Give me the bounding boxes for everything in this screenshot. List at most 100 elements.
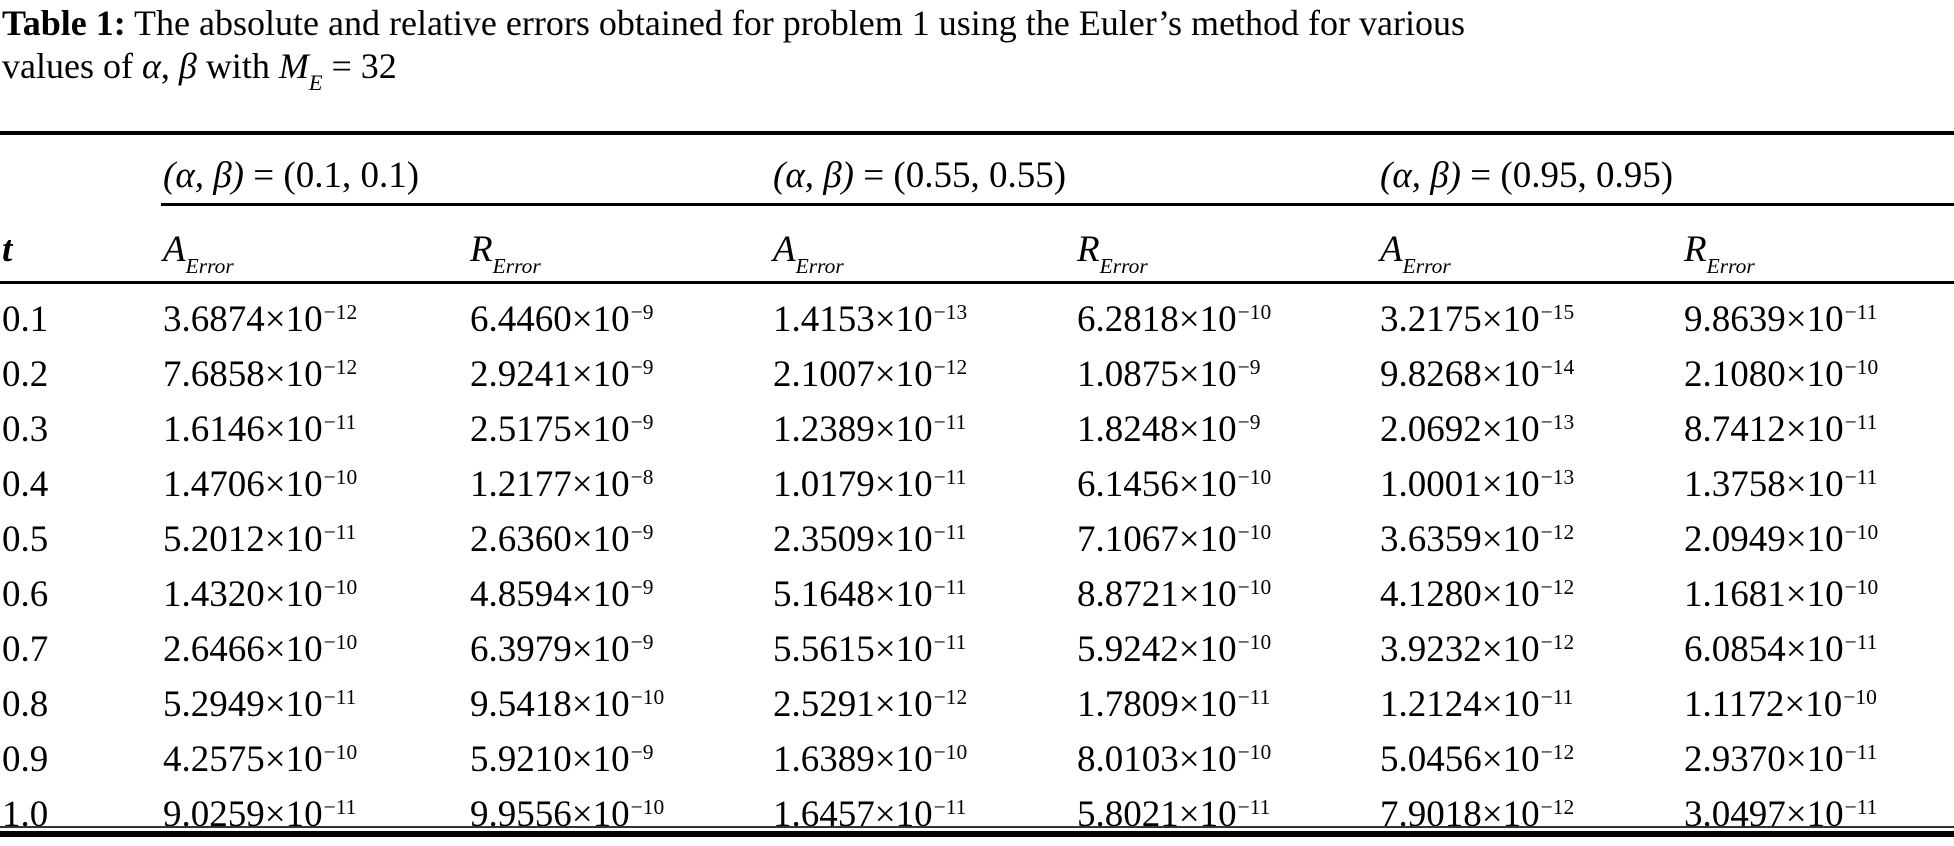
error-value-cell: 5.2949×10−11 <box>163 684 357 725</box>
error-value-cell: 1.6457×10−11 <box>773 794 967 835</box>
group-header-alpha-beta-055: (α, β) = (0.55, 0.55) <box>771 133 1378 206</box>
col-header-abs-error-2: AError <box>771 204 1075 284</box>
group-math-symbols: (α, β) <box>1380 155 1461 196</box>
error-value-cell: 6.0854×10−11 <box>1684 629 1878 670</box>
error-value-cell: 2.0692×10−13 <box>1380 409 1575 450</box>
error-value-cell: 1.2124×10−11 <box>1380 684 1574 725</box>
group-header-alpha-beta-095: (α, β) = (0.95, 0.95) <box>1378 133 1954 206</box>
table-bottom-rule <box>0 826 1954 837</box>
caption-segment: , <box>160 46 179 86</box>
group-equals: = <box>1461 155 1501 196</box>
group-equals: = <box>854 155 894 196</box>
group-math-symbols: (α, β) <box>163 155 244 196</box>
error-value-cell: 9.5418×10−10 <box>470 684 665 725</box>
error-value-cell: 1.8248×10−9 <box>1077 409 1261 450</box>
caption-segment: α <box>141 46 161 86</box>
caption-segment: E <box>308 69 323 95</box>
error-value-cell: 9.0259×10−11 <box>163 794 357 835</box>
header-subscript: Error <box>185 254 234 279</box>
header-subscript: Error <box>795 254 844 279</box>
error-value-cell: 5.8021×10−11 <box>1077 794 1271 835</box>
error-value-cell: 8.0103×10−10 <box>1077 739 1272 780</box>
group-header-spacer <box>0 133 161 205</box>
caption-segment: values of <box>2 46 142 86</box>
error-value-cell: 8.7412×10−11 <box>1684 409 1878 450</box>
col-header-rel-error-2: RError <box>1075 204 1378 284</box>
error-value-cell: 3.0497×10−11 <box>1684 794 1878 835</box>
group-equals: = <box>244 155 284 196</box>
group-value: (0.1, 0.1) <box>283 155 420 196</box>
group-value: (0.55, 0.55) <box>893 155 1067 196</box>
error-value-cell: 2.1080×10−10 <box>1684 354 1879 395</box>
error-value-cell: 2.5175×10−9 <box>470 409 654 450</box>
error-value-cell: 2.3509×10−11 <box>773 519 967 560</box>
error-value-cell: 1.7809×10−11 <box>1077 684 1271 725</box>
error-value-cell: 4.8594×10−9 <box>470 574 654 615</box>
header-subscript: Error <box>1402 254 1451 279</box>
error-value-cell: 3.6874×10−12 <box>163 299 358 340</box>
error-value-cell: 4.1280×10−12 <box>1380 574 1575 615</box>
error-value-cell: 2.1007×10−12 <box>773 354 968 395</box>
row-t-value: 0.9 <box>2 739 49 780</box>
error-value-cell: 7.1067×10−10 <box>1077 519 1272 560</box>
error-value-cell: 1.4706×10−10 <box>163 464 358 505</box>
error-value-cell: 3.6359×10−12 <box>1380 519 1575 560</box>
header-symbol: A <box>163 229 186 270</box>
col-header-abs-error-1: AError <box>161 204 468 284</box>
table-row: 0.2 7.6858×10−12 2.9241×10−9 2.1007×10−12 1.… <box>0 347 1954 402</box>
table-row: 0.3 1.6146×10−11 2.5175×10−9 1.2389×10−11 1.… <box>0 402 1954 457</box>
table-row: 0.4 1.4706×10−10 1.2177×10−8 1.0179×10−11 6.… <box>0 457 1954 512</box>
error-value-cell: 1.1681×10−10 <box>1684 574 1879 615</box>
error-value-cell: 1.6146×10−11 <box>163 409 357 450</box>
caption-segment: The absolute and relative errors obtaine… <box>125 3 1465 43</box>
table-row: 0.9 4.2575×10−10 5.9210×10−9 1.6389×10−10 8.… <box>0 732 1954 787</box>
error-value-cell: 1.0179×10−11 <box>773 464 967 505</box>
error-value-cell: 6.2818×10−10 <box>1077 299 1272 340</box>
caption-segment: with <box>196 46 279 86</box>
error-value-cell: 6.3979×10−9 <box>470 629 654 670</box>
header-symbol: R <box>1684 229 1707 270</box>
error-value-cell: 1.4153×10−13 <box>773 299 968 340</box>
error-value-cell: 2.5291×10−12 <box>773 684 968 725</box>
error-value-cell: 5.2012×10−11 <box>163 519 357 560</box>
col-header-rel-error-1: RError <box>468 204 771 284</box>
error-value-cell: 5.0456×10−12 <box>1380 739 1575 780</box>
row-t-value: 0.7 <box>2 629 49 670</box>
header-symbol: A <box>773 229 796 270</box>
header-subscript: Error <box>492 254 541 279</box>
error-value-cell: 5.5615×10−11 <box>773 629 967 670</box>
error-value-cell: 1.1172×10−10 <box>1684 684 1877 725</box>
error-value-cell: 1.2389×10−11 <box>773 409 967 450</box>
error-value-cell: 2.6466×10−10 <box>163 629 358 670</box>
row-t-value: 0.8 <box>2 684 49 725</box>
error-value-cell: 5.9210×10−9 <box>470 739 654 780</box>
header-symbol: R <box>470 229 493 270</box>
caption-segment: = 32 <box>322 46 397 86</box>
error-value-cell: 2.0949×10−10 <box>1684 519 1879 560</box>
row-t-value: 0.2 <box>2 354 49 395</box>
caption-segment: β <box>178 46 197 86</box>
error-value-cell: 2.9241×10−9 <box>470 354 654 395</box>
error-value-cell: 8.8721×10−10 <box>1077 574 1272 615</box>
error-value-cell: 2.9370×10−11 <box>1684 739 1878 780</box>
table-row: 0.7 2.6466×10−10 6.3979×10−9 5.5615×10−11 5.… <box>0 622 1954 677</box>
error-value-cell: 4.2575×10−10 <box>163 739 358 780</box>
error-value-cell: 6.1456×10−10 <box>1077 464 1272 505</box>
error-value-cell: 6.4460×10−9 <box>470 299 654 340</box>
error-value-cell: 5.1648×10−11 <box>773 574 967 615</box>
error-value-cell: 9.8268×10−14 <box>1380 354 1575 395</box>
error-value-cell: 1.0875×10−9 <box>1077 354 1261 395</box>
header-symbol: A <box>1380 229 1403 270</box>
row-t-value: 0.4 <box>2 464 49 505</box>
error-value-cell: 5.9242×10−10 <box>1077 629 1272 670</box>
group-value: (0.95, 0.95) <box>1500 155 1674 196</box>
error-value-cell: 3.2175×10−15 <box>1380 299 1575 340</box>
caption-segment: Table 1: <box>2 3 126 43</box>
row-t-value: 0.5 <box>2 519 49 560</box>
row-t-value: 0.3 <box>2 409 49 450</box>
row-t-value: 0.1 <box>2 299 49 340</box>
error-value-cell: 3.9232×10−12 <box>1380 629 1575 670</box>
col-header-abs-error-3: AError <box>1378 204 1682 284</box>
error-value-cell: 7.6858×10−12 <box>163 354 358 395</box>
